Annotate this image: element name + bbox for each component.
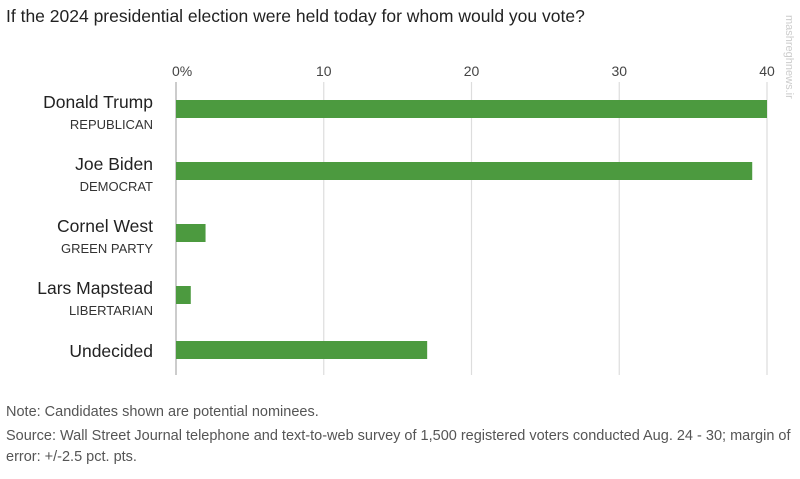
tick-label: 0% xyxy=(172,63,192,79)
party-label: DEMOCRAT xyxy=(80,179,153,194)
bar-chart: 0% 10 20 30 40 Donald Trump REPUBLICAN Joe Bide… xyxy=(37,63,775,375)
party-label: REPUBLICAN xyxy=(70,117,153,132)
bar xyxy=(176,100,767,118)
category-label: Cornel West xyxy=(57,216,153,236)
tick-label: 10 xyxy=(316,63,332,79)
bar xyxy=(176,162,753,180)
category-label: Joe Biden xyxy=(75,154,153,174)
watermark: mashreghnews.ir xyxy=(783,15,795,99)
tick-label: 20 xyxy=(464,63,480,79)
tick-label: 30 xyxy=(611,63,627,79)
chart-title: If the 2024 presidential election were h… xyxy=(6,6,585,26)
bar xyxy=(176,341,428,359)
category-label: Undecided xyxy=(69,341,153,361)
bar xyxy=(176,286,191,304)
party-label: LIBERTARIAN xyxy=(69,303,153,318)
category-label: Lars Mapstead xyxy=(37,278,153,298)
note-text: Note: Candidates shown are potential nom… xyxy=(6,404,319,420)
bar xyxy=(176,224,206,242)
category-label: Donald Trump xyxy=(43,92,153,112)
source-text: Source: Wall Street Journal telephone an… xyxy=(6,428,791,465)
tick-label: 40 xyxy=(759,63,775,79)
party-label: GREEN PARTY xyxy=(61,241,153,256)
